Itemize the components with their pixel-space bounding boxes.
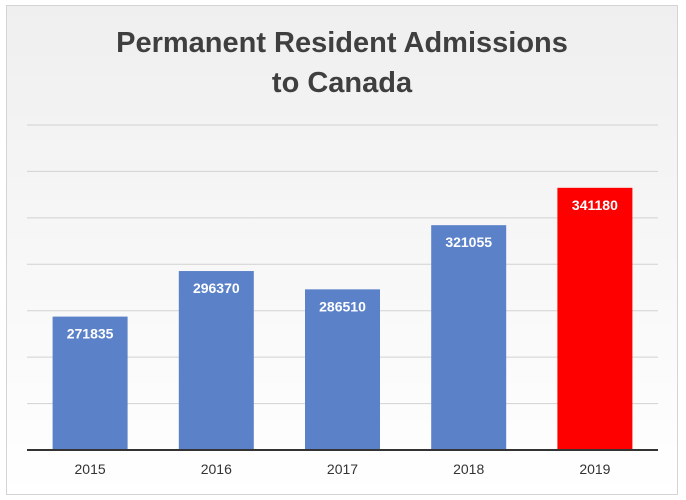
bar-2017: [305, 289, 380, 450]
bar-2019: [557, 187, 633, 450]
x-tick-labels: 2015 2016 2017 2018 2019: [75, 461, 611, 477]
bar-2016: [178, 271, 254, 450]
data-labels: 271835 296370 286510 321055 341180: [67, 197, 618, 342]
x-tick-label-2015: 2015: [75, 461, 106, 477]
data-label-2016: 296370: [193, 280, 240, 296]
x-tick-label-2019: 2019: [579, 461, 610, 477]
data-label-2017: 286510: [319, 298, 366, 314]
bar-2018: [431, 225, 507, 450]
gridlines: [27, 124, 658, 405]
x-tick-label-2016: 2016: [201, 461, 232, 477]
data-label-2019: 341180: [572, 197, 618, 213]
bars: [52, 187, 633, 450]
x-tick-label-2018: 2018: [453, 461, 484, 477]
chart-title-line-1: Permanent Resident Admissions: [116, 27, 568, 59]
x-tick-label-2017: 2017: [327, 461, 358, 477]
chart-title-line-2: to Canada: [272, 67, 413, 99]
data-label-2015: 271835: [67, 326, 114, 342]
data-label-2018: 321055: [445, 234, 492, 250]
bar-2015: [52, 316, 128, 450]
